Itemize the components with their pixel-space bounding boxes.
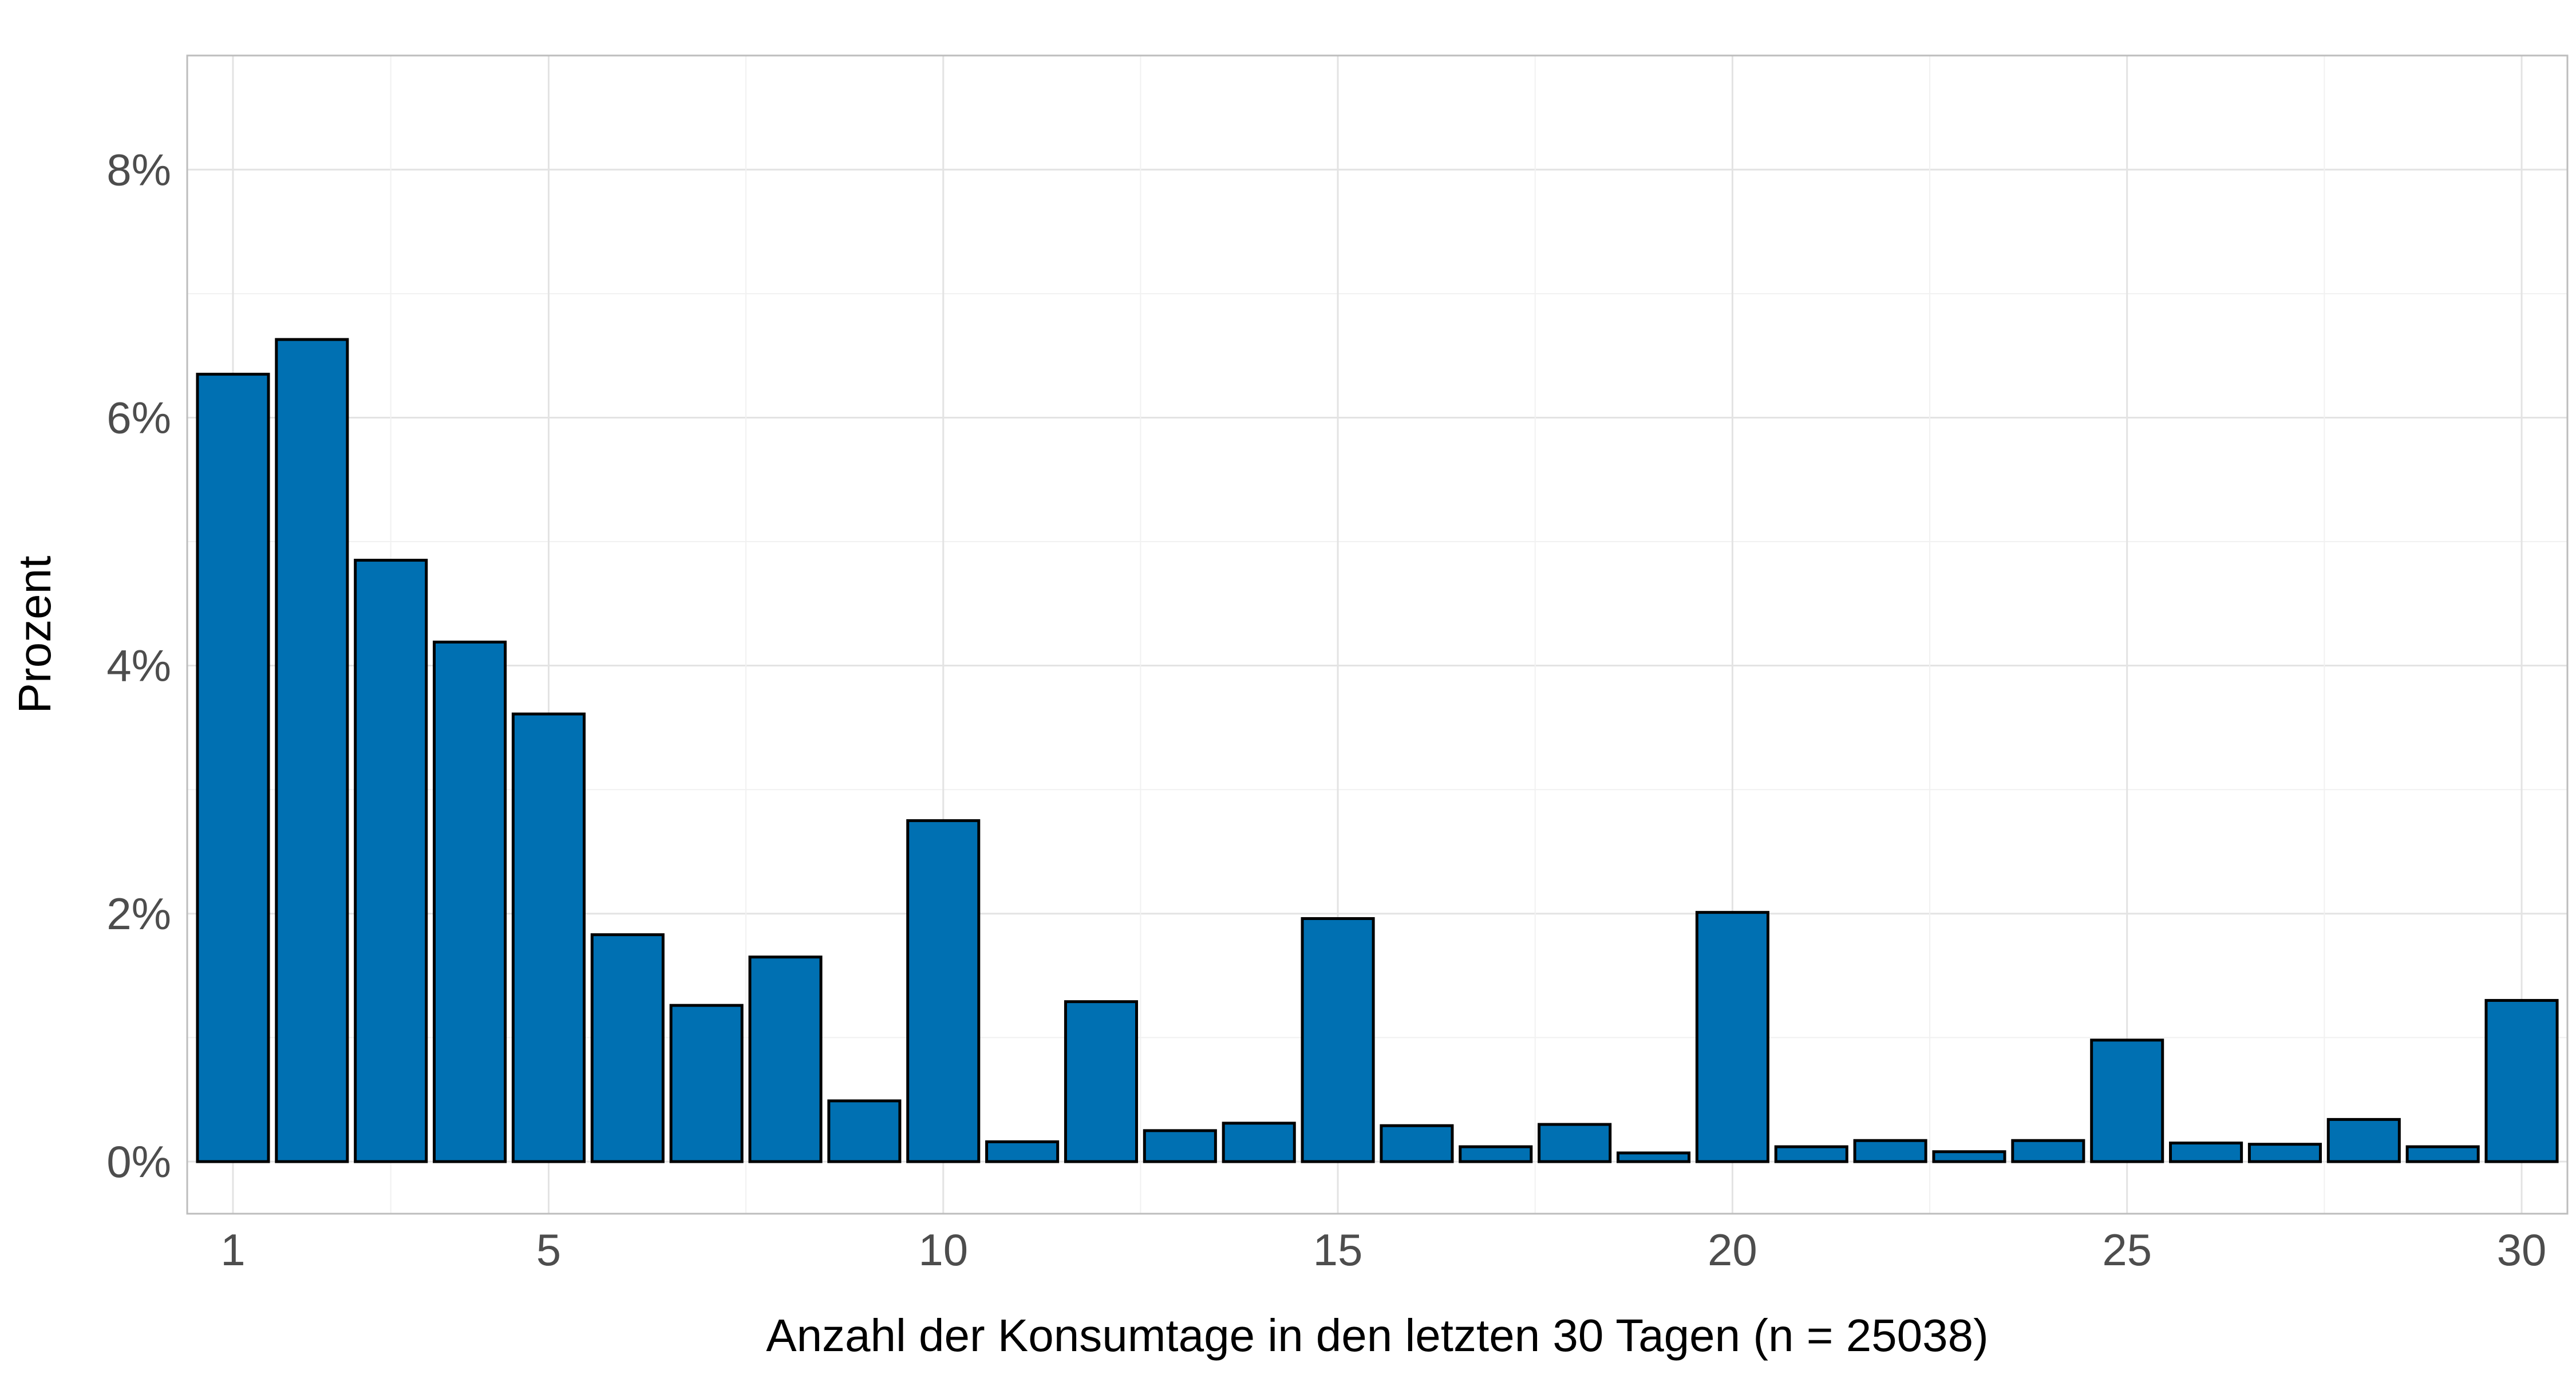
bar-day-26	[2169, 1142, 2243, 1163]
y-tick-label: 2%	[106, 889, 171, 939]
bar-day-3	[354, 559, 428, 1163]
x-axis-title: Anzahl der Konsumtage in den letzten 30 …	[766, 1310, 1989, 1361]
x-tick-label: 30	[2497, 1225, 2547, 1275]
bar-day-19	[1616, 1151, 1691, 1163]
bar-day-12	[1064, 1000, 1139, 1163]
bar-day-25	[2090, 1039, 2164, 1163]
bar-day-21	[1774, 1145, 1848, 1163]
y-tick-label: 6%	[106, 392, 171, 443]
y-tick-label: 4%	[106, 641, 171, 691]
bar-day-22	[1853, 1139, 1927, 1163]
bar-day-2	[275, 338, 349, 1163]
y-axis-tick-labels: 0% 2% 4% 6% 8%	[106, 144, 171, 1187]
bar-day-27	[2247, 1143, 2322, 1163]
x-tick-label: 15	[1313, 1225, 1363, 1275]
bar-day-23	[1932, 1150, 2006, 1163]
bar-day-18	[1538, 1123, 1612, 1163]
bar-day-10	[906, 819, 981, 1163]
x-tick-label: 20	[1708, 1225, 1757, 1275]
bar-day-30	[2484, 998, 2559, 1163]
bar-day-24	[2011, 1139, 2085, 1163]
bar-day-13	[1143, 1129, 1217, 1163]
bars-layer	[196, 338, 2559, 1163]
bar-day-16	[1380, 1124, 1454, 1163]
panel-border	[186, 54, 2569, 1215]
bar-day-11	[985, 1140, 1060, 1163]
y-tick-label: 0%	[106, 1136, 171, 1187]
x-axis-tick-labels: 1 5 10 15 20 25 30	[220, 1225, 2546, 1275]
bar-day-15	[1301, 917, 1375, 1163]
bar-day-1	[196, 373, 270, 1163]
bar-day-7	[669, 1004, 744, 1163]
bar-day-28	[2326, 1118, 2401, 1163]
bar-day-17	[1459, 1145, 1533, 1163]
x-tick-label: 10	[918, 1225, 968, 1275]
x-tick-label: 1	[220, 1225, 245, 1275]
bar-day-9	[827, 1099, 902, 1163]
x-tick-label: 5	[536, 1225, 561, 1275]
x-tick-label: 25	[2102, 1225, 2152, 1275]
bar-day-29	[2405, 1145, 2480, 1163]
bar-day-5	[511, 712, 586, 1163]
bar-day-8	[748, 956, 823, 1163]
bar-day-20	[1695, 911, 1769, 1163]
y-tick-label: 8%	[106, 144, 171, 195]
bar-day-6	[590, 933, 665, 1163]
bar-day-14	[1222, 1122, 1296, 1163]
y-axis-title: Prozent	[9, 556, 60, 714]
bar-day-4	[433, 640, 507, 1163]
